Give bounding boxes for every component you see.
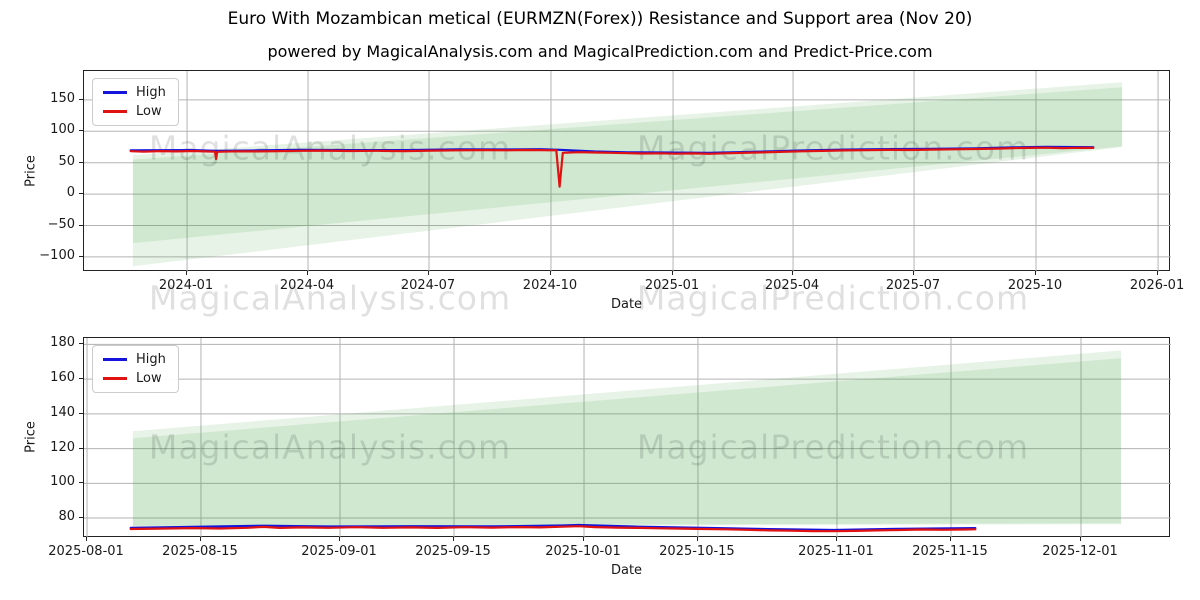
y-tick-label: −100: [39, 247, 75, 263]
support-resistance-band: [132, 87, 1123, 244]
x-tick-mark: [453, 537, 454, 541]
x-tick-label: 2025-10-15: [659, 544, 735, 559]
y-tick-label: 50: [58, 153, 75, 169]
high-line: [129, 523, 977, 532]
y-tick-mark: [79, 224, 83, 226]
top-series-layer: [129, 145, 1095, 188]
y-tick-mark: [79, 161, 83, 163]
x-tick-mark: [549, 271, 551, 275]
legend-entry-low: Low: [103, 105, 166, 118]
legend-label-high: High: [136, 85, 166, 100]
y-tick-label: 180: [50, 335, 75, 351]
x-tick-label: 2025-04: [764, 278, 820, 293]
y-tick-label: 120: [50, 439, 75, 455]
legend-bottom-chart: High Low: [92, 345, 179, 393]
y-tick-label: 160: [50, 370, 75, 386]
y-tick-mark: [79, 98, 83, 100]
y-tick-mark: [79, 412, 83, 414]
x-tick-mark: [835, 537, 837, 541]
y-tick-mark: [79, 193, 83, 195]
legend-label-high: High: [136, 352, 166, 367]
x-tick-mark: [86, 537, 88, 541]
y-tick-mark: [79, 130, 83, 132]
x-tick-label: 2025-12-01: [1042, 544, 1118, 559]
x-tick-label: 2026-01: [1129, 278, 1185, 293]
x-tick-label: 2024-07: [400, 278, 456, 293]
bottom-y-axis-label: Price: [23, 421, 39, 453]
y-tick-mark: [79, 517, 83, 519]
legend-entry-high: High: [103, 353, 166, 366]
bottom-x-axis-label: Date: [610, 563, 643, 578]
y-tick-mark: [79, 482, 83, 484]
legend-entry-high: High: [103, 86, 166, 99]
x-tick-label: 2024-10: [522, 278, 578, 293]
top-x-axis-label: Date: [610, 297, 643, 312]
x-tick-mark: [949, 537, 951, 541]
x-tick-mark: [583, 537, 585, 541]
x-tick-label: 2024-01: [158, 278, 214, 293]
y-tick-label: −50: [47, 216, 75, 232]
watermark-magicalprediction: MagicalPrediction.com: [636, 278, 1030, 318]
x-tick-mark: [672, 271, 674, 275]
figure-subtitle: powered by MagicalAnalysis.com and Magic…: [267, 42, 933, 61]
low-line-swatch: [103, 110, 127, 113]
bottom-series-layer: [129, 523, 977, 533]
legend-entry-low: Low: [103, 372, 166, 385]
x-tick-mark: [1157, 271, 1159, 275]
x-tick-mark: [913, 271, 915, 275]
legend-label-low: Low: [136, 371, 162, 386]
y-tick-label: 100: [50, 474, 75, 490]
low-line: [129, 525, 977, 533]
y-tick-label: 150: [50, 90, 75, 106]
top-y-axis-label: Price: [23, 154, 39, 187]
y-tick-label: 100: [50, 122, 75, 138]
x-tick-mark: [186, 271, 188, 275]
plot-area-bottom-chart: [83, 337, 1171, 538]
y-tick-mark: [79, 255, 83, 257]
legend-label-low: Low: [136, 104, 162, 119]
watermark-magicalanalysis: MagicalAnalysis.com: [148, 128, 512, 168]
top-grid-and-band-layer: [84, 71, 1171, 272]
x-tick-label: 2025-11-15: [912, 544, 988, 559]
figure-title: Euro With Mozambican metical (EURMZN(For…: [227, 9, 973, 29]
x-tick-mark: [338, 537, 340, 541]
y-tick-label: 140: [50, 404, 75, 420]
high-line-swatch: [103, 91, 127, 94]
x-tick-label: 2025-09-15: [415, 544, 491, 559]
x-tick-mark: [428, 271, 429, 275]
x-tick-label: 2025-01: [644, 278, 700, 293]
x-tick-label: 2025-10-01: [545, 544, 621, 559]
x-tick-mark: [696, 537, 698, 541]
bottom-grid-and-band-layer: [84, 338, 1171, 538]
x-tick-label: 2025-08-01: [48, 544, 124, 559]
support-resistance-band: [132, 358, 1121, 528]
x-tick-mark: [792, 271, 794, 275]
watermark-magicalanalysis: MagicalAnalysis.com: [148, 427, 512, 467]
legend-top-chart: High Low: [92, 78, 179, 126]
y-tick-label: 0: [66, 185, 75, 201]
x-tick-label: 2025-08-15: [162, 544, 238, 559]
support-resistance-band: [132, 82, 1123, 267]
watermark-magicalanalysis: MagicalAnalysis.com: [148, 278, 512, 318]
x-tick-label: 2025-10: [1007, 278, 1063, 293]
low-line-swatch: [103, 377, 127, 380]
x-tick-mark: [1079, 537, 1081, 541]
y-tick-mark: [79, 378, 83, 380]
support-resistance-band: [132, 350, 1121, 526]
x-tick-label: 2025-11-01: [798, 544, 874, 559]
y-tick-mark: [79, 447, 83, 449]
watermark-magicalprediction: MagicalPrediction.com: [636, 427, 1030, 467]
x-tick-mark: [1034, 271, 1036, 275]
plot-area-top-chart: [83, 70, 1171, 272]
y-tick-label: 80: [58, 509, 75, 525]
x-tick-label: 2025-09-01: [301, 544, 377, 559]
high-line-swatch: [103, 358, 127, 361]
x-tick-mark: [199, 537, 201, 541]
low-line: [129, 146, 1095, 188]
x-tick-label: 2025-07: [885, 278, 941, 293]
x-tick-label: 2024-04: [279, 278, 335, 293]
x-tick-mark: [307, 271, 309, 275]
y-tick-mark: [79, 343, 83, 345]
